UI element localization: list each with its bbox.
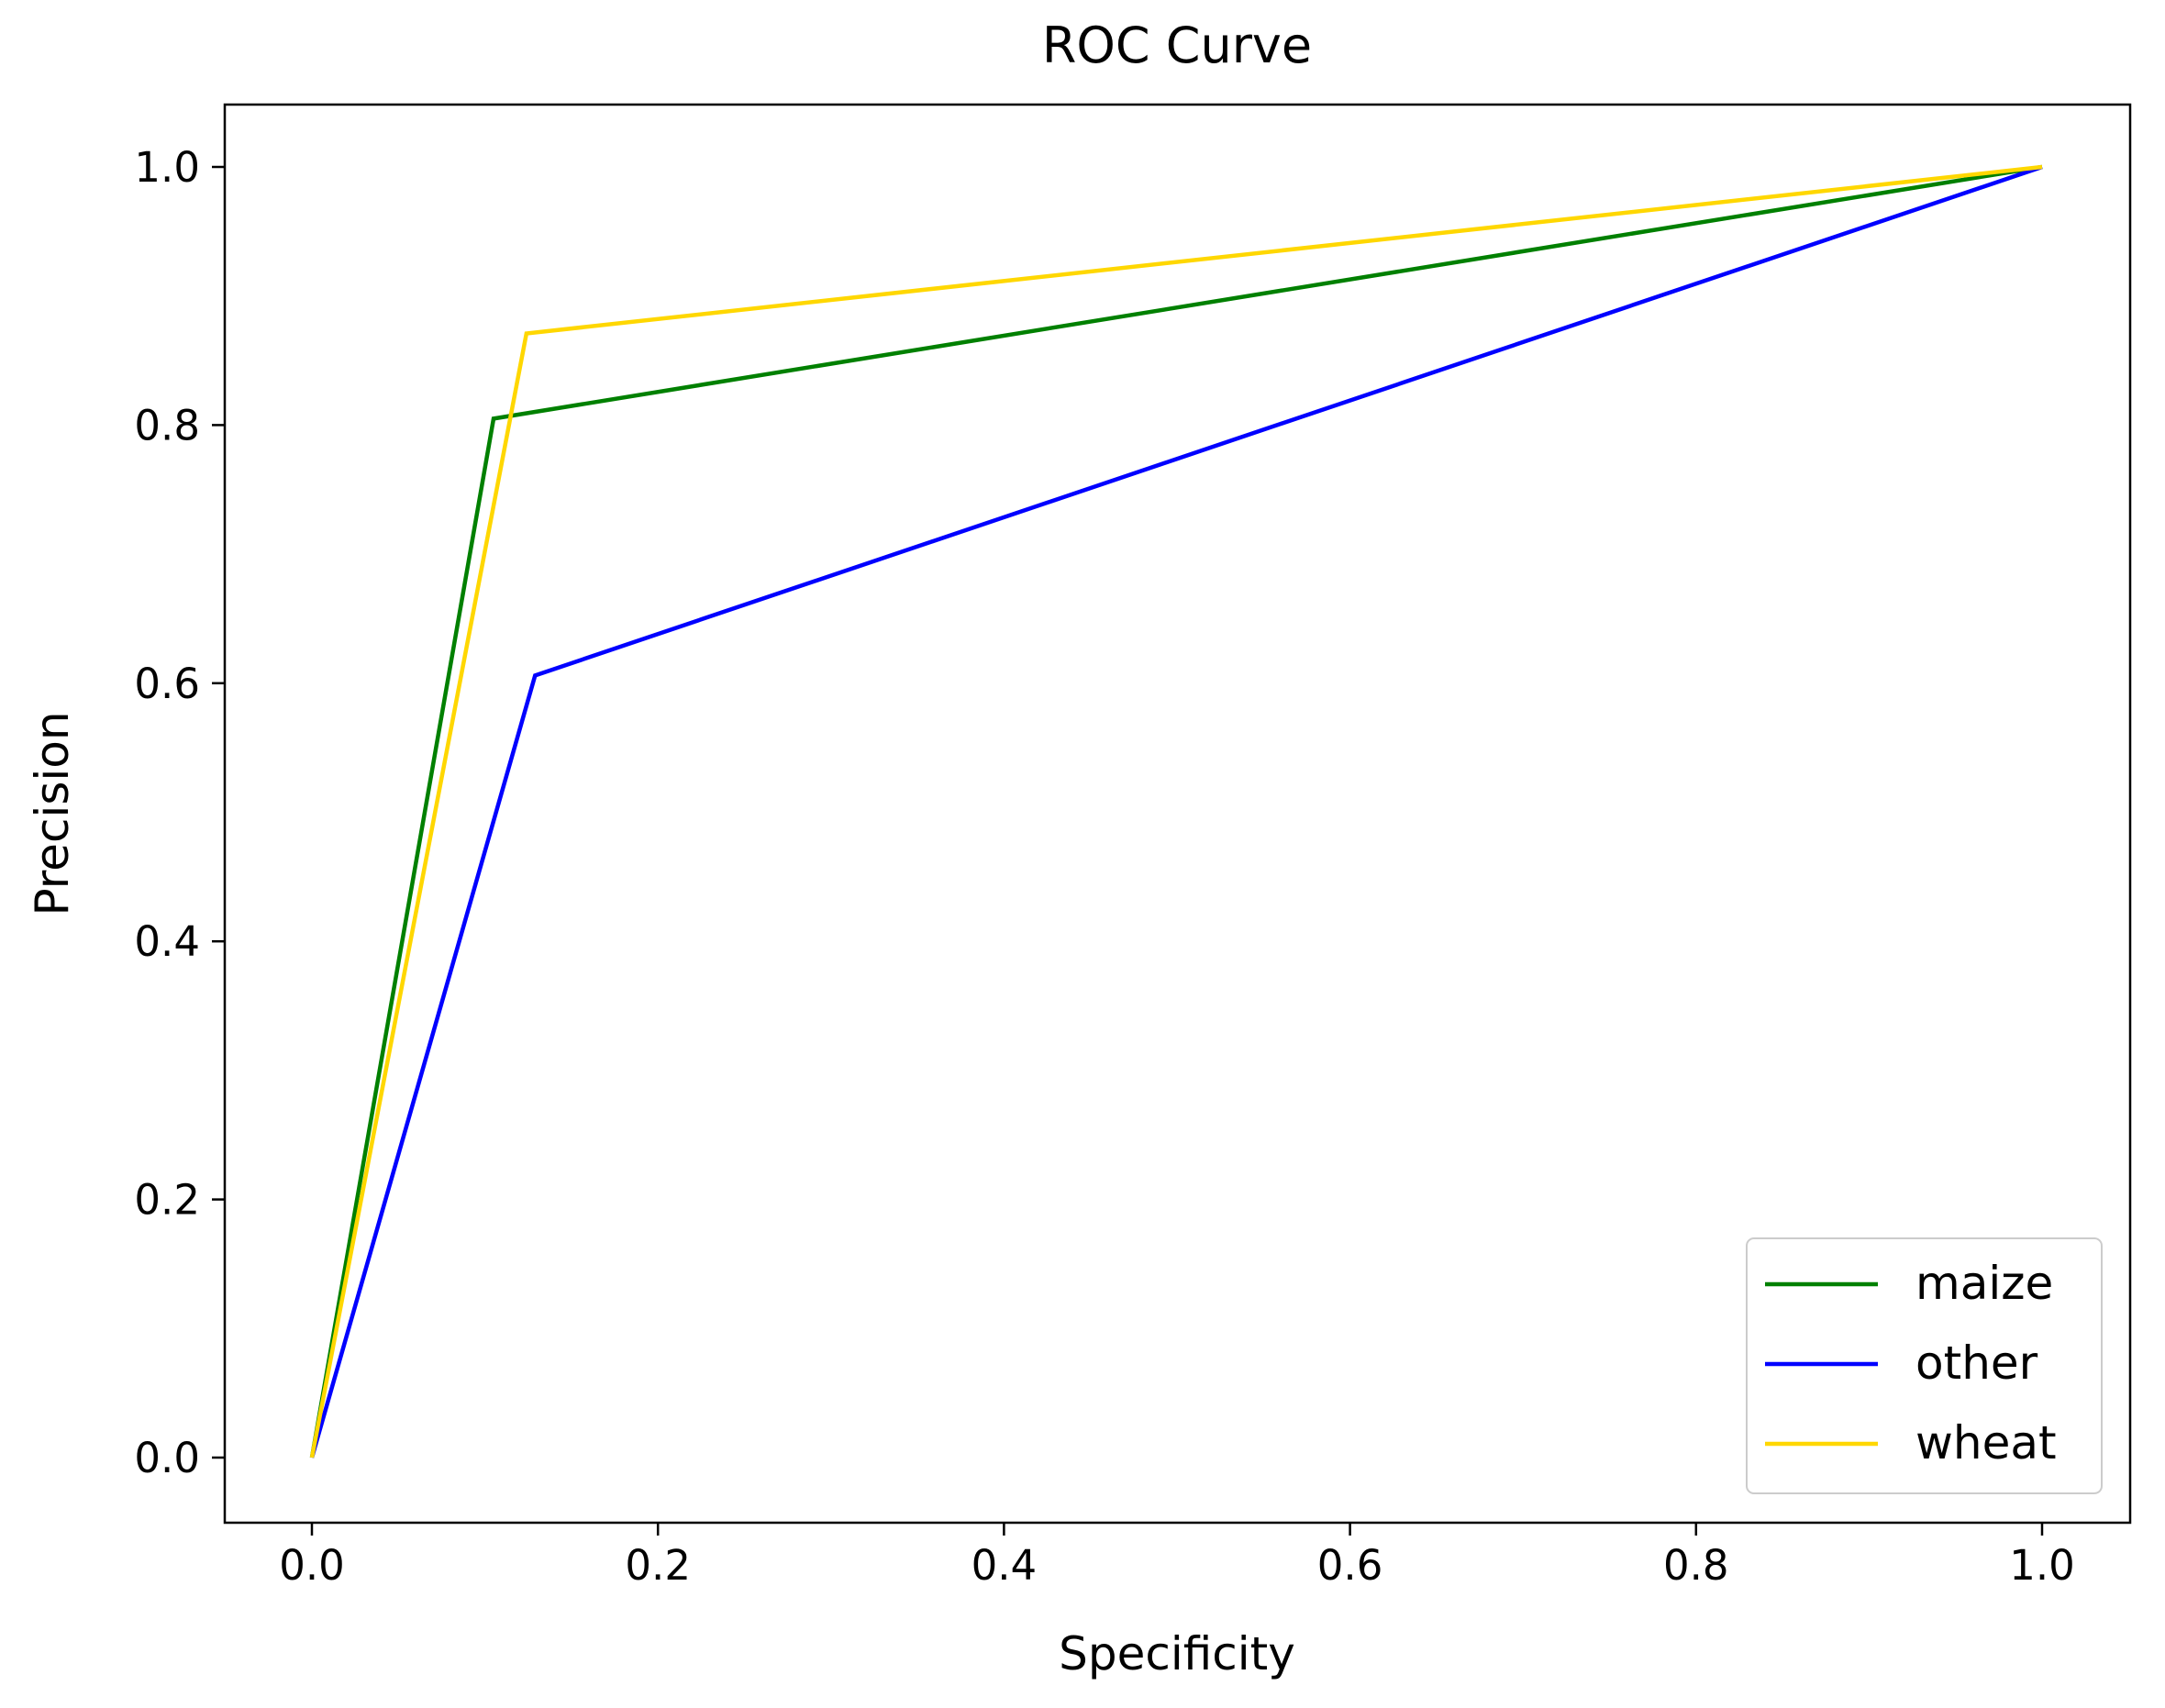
y-axis-label: Precision xyxy=(26,711,79,915)
y-tick-label: 1.0 xyxy=(134,143,200,192)
series-line-maize xyxy=(309,164,2043,1458)
series-line-other xyxy=(309,164,2043,1458)
legend: maize other wheat xyxy=(1746,1237,2103,1494)
x-tick-label: 0.8 xyxy=(1663,1541,1729,1590)
y-tick-label: 0.6 xyxy=(134,660,200,708)
legend-label-wheat: wheat xyxy=(1915,1416,2057,1470)
x-tick-label: 0.6 xyxy=(1317,1541,1383,1590)
y-tick-label: 0.8 xyxy=(134,401,200,449)
y-tick-label: 0.4 xyxy=(134,917,200,966)
x-tick-label: 0.2 xyxy=(625,1541,691,1590)
legend-label-maize: maize xyxy=(1915,1257,2053,1310)
y-tick-label: 0.2 xyxy=(134,1176,200,1225)
x-tick-label: 0.4 xyxy=(971,1541,1038,1590)
x-tick-label: 1.0 xyxy=(2009,1541,2075,1590)
x-axis-label: Specificity xyxy=(1059,1627,1295,1680)
y-tick-label: 0.0 xyxy=(134,1434,200,1482)
chart-title: ROC Curve xyxy=(1042,17,1312,74)
legend-box xyxy=(1746,1237,2103,1494)
plot-frame xyxy=(223,103,2132,1525)
series-line-wheat xyxy=(309,164,2043,1458)
x-tick-label: 0.0 xyxy=(279,1541,345,1590)
legend-label-other: other xyxy=(1915,1336,2038,1390)
